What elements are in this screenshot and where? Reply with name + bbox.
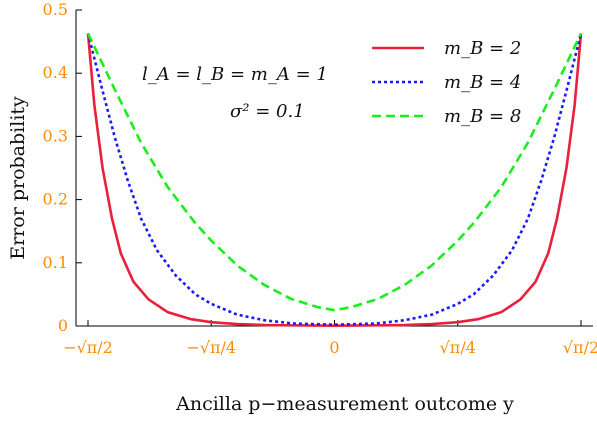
- y-tick-label: 0.4: [43, 63, 68, 82]
- y-tick-label: 0.3: [43, 126, 68, 145]
- series-line-1: [86, 33, 583, 327]
- parameter-annotation: l_A = l_B = m_A = 1: [142, 64, 328, 85]
- y-tick-label: 0.5: [43, 0, 68, 19]
- y-tick-label: 0.2: [43, 190, 68, 209]
- x-axis-label: Ancilla p−measurement outcome y: [175, 393, 514, 415]
- series-line-3: [86, 32, 583, 312]
- y-axis-label: Error probability: [7, 96, 29, 260]
- series-line-2: [86, 33, 583, 327]
- y-tick-label: 0: [58, 316, 68, 335]
- x-tick-label: −√π/2: [63, 338, 113, 357]
- legend-label-2: m_B = 4: [444, 72, 521, 93]
- x-tick-label: −√π/4: [186, 338, 236, 357]
- x-tick-label: √π/4: [440, 338, 476, 357]
- x-tick-label: √π/2: [563, 338, 597, 357]
- variance-annotation: σ² = 0.1: [230, 101, 305, 122]
- x-tick-label: 0: [329, 338, 339, 357]
- legend-label-1: m_B = 2: [444, 38, 521, 59]
- legend-label-3: m_B = 8: [444, 106, 521, 127]
- y-tick-label: 0.1: [43, 253, 68, 272]
